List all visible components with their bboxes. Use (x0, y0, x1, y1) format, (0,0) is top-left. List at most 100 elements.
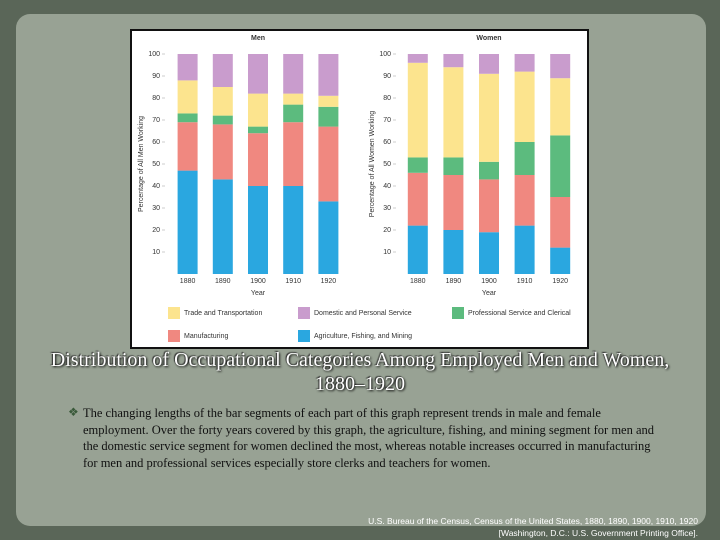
bar-segment (550, 54, 571, 79)
legend-label: Agriculture, Fishing, and Mining (314, 333, 412, 340)
bar-segment (283, 54, 304, 94)
bar-segment (318, 95, 339, 107)
bar-segment (514, 142, 535, 175)
x-tick-label: 1880 (180, 278, 196, 285)
bullet-text: The changing lengths of the bar segments… (83, 406, 655, 470)
bar-segment (443, 175, 464, 230)
y-tick-label: 80 (152, 95, 160, 102)
y-tick-label: 20 (383, 227, 391, 234)
x-tick-label: 1890 (446, 278, 462, 285)
y-tick-label: 50 (383, 161, 391, 168)
bar-segment (318, 106, 339, 127)
bar-segment (248, 126, 268, 134)
bar-segment (443, 157, 464, 175)
bullet-icon: ❖ (68, 405, 79, 419)
bar-segment (550, 197, 571, 248)
y-axis-label: Percentage of All Men Working (138, 116, 145, 212)
bar-segment (212, 115, 233, 125)
bar-segment (407, 54, 428, 63)
bar-segment (318, 54, 339, 96)
bar-segment (177, 122, 198, 171)
bar-segment (479, 161, 499, 180)
y-tick-label: 60 (383, 139, 391, 146)
bar-segment (514, 175, 535, 226)
bar-segment (177, 113, 198, 123)
bar-segment (550, 78, 571, 136)
bar-segment (479, 179, 499, 233)
y-tick-label: 30 (152, 205, 160, 212)
legend-swatch (298, 307, 310, 319)
legend-label: Manufacturing (184, 333, 228, 340)
y-tick-label: 40 (383, 183, 391, 190)
y-tick-label: 100 (148, 51, 160, 58)
y-tick-label: 50 (152, 161, 160, 168)
legend-label: Trade and Transportation (184, 310, 262, 317)
x-axis-label: Year (251, 290, 266, 297)
source: [Washington, D.C.: U.S. Government Print… (498, 528, 698, 538)
bar-segment (407, 172, 428, 226)
y-tick-label: 10 (383, 249, 391, 256)
bar-segment (443, 54, 464, 68)
x-tick-label: 1920 (321, 278, 337, 285)
y-tick-label: 40 (152, 183, 160, 190)
bar-segment (283, 93, 304, 105)
bar-segment (248, 93, 268, 127)
chart-frame (130, 29, 589, 349)
y-tick-label: 100 (379, 51, 391, 58)
bar-segment (177, 80, 198, 114)
chart-title: Women (476, 35, 501, 42)
bar-segment (479, 54, 499, 74)
bar-segment (550, 135, 571, 197)
bar-segment (248, 186, 268, 274)
chart-title: Men (251, 35, 265, 42)
x-tick-label: 1900 (481, 278, 497, 285)
legend-label: Domestic and Personal Service (314, 310, 412, 317)
legend-swatch (452, 307, 464, 319)
bar-segment (212, 54, 233, 87)
bar-segment (318, 126, 339, 202)
bar-segment (407, 62, 428, 158)
bar-segment (177, 170, 198, 274)
bar-segment (443, 230, 464, 274)
x-tick-label: 1910 (285, 278, 301, 285)
y-tick-label: 80 (383, 95, 391, 102)
bar-segment (479, 73, 499, 162)
bar-segment (212, 124, 233, 180)
x-tick-label: 1920 (552, 278, 568, 285)
source: U.S. Bureau of the Census, Census of the… (368, 516, 698, 526)
bar-segment (248, 54, 268, 94)
y-tick-label: 90 (152, 73, 160, 80)
bar-segment (550, 247, 571, 274)
bar-segment (248, 133, 268, 186)
x-tick-label: 1910 (517, 278, 533, 285)
y-tick-label: 60 (152, 139, 160, 146)
y-tick-label: 20 (152, 227, 160, 234)
bar-segment (283, 186, 304, 274)
bar-segment (283, 122, 304, 186)
bar-segment (514, 54, 535, 72)
legend-label: Professional Service and Clerical (468, 310, 571, 317)
x-tick-label: 1890 (215, 278, 231, 285)
y-tick-label: 70 (383, 117, 391, 124)
bar-segment (318, 201, 339, 274)
bar-segment (407, 225, 428, 274)
x-tick-label: 1880 (410, 278, 426, 285)
bar-segment (212, 87, 233, 116)
bar-segment (443, 67, 464, 158)
x-axis-label: Year (482, 290, 497, 297)
y-tick-label: 90 (383, 73, 391, 80)
bar-segment (283, 104, 304, 123)
bar-segment (177, 54, 198, 81)
legend-swatch (168, 330, 180, 342)
bar-segment (514, 71, 535, 142)
x-tick-label: 1900 (250, 278, 266, 285)
y-tick-label: 70 (152, 117, 160, 124)
bar-segment (479, 232, 499, 274)
y-axis-label: Percentage of All Women Working (369, 111, 376, 217)
slide-title: Distribution of Occupational Categories … (50, 349, 670, 395)
bar-segment (514, 225, 535, 274)
legend-swatch (168, 307, 180, 319)
legend-swatch (298, 330, 310, 342)
